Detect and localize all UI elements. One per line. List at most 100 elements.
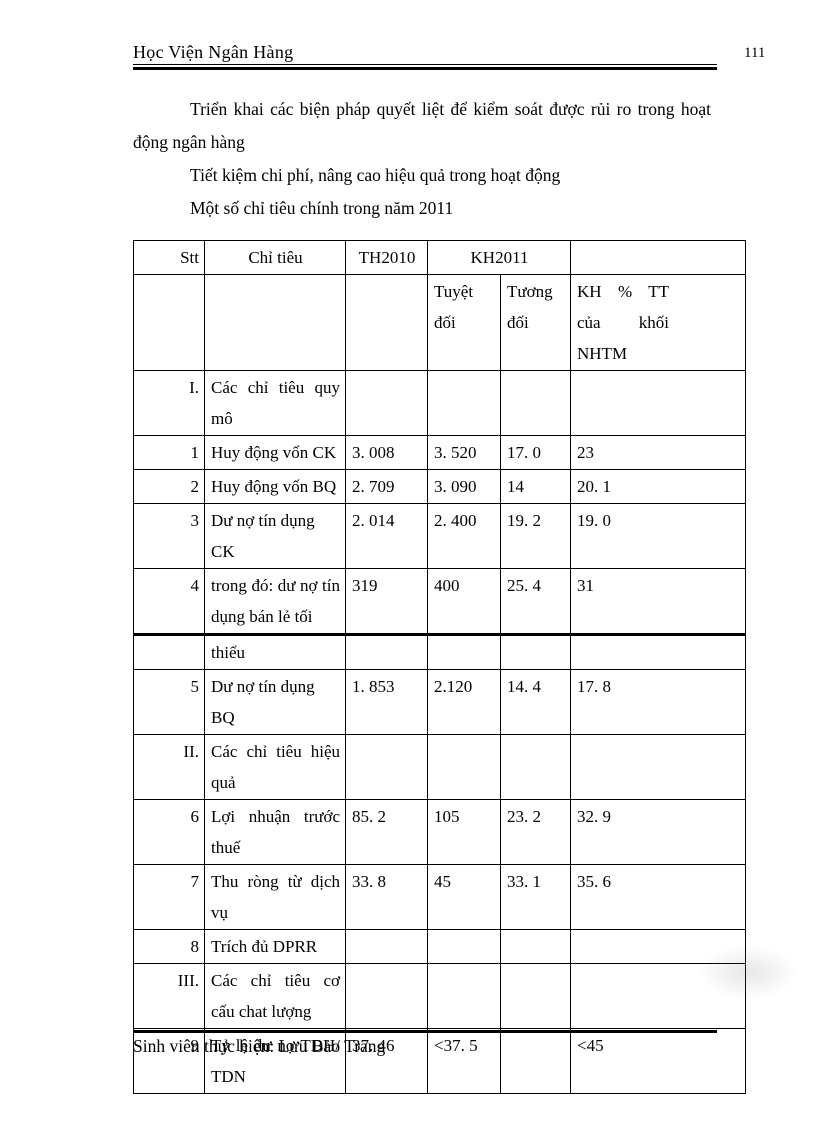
table-cell-kh-tt	[570, 963, 746, 1029]
table-row-2: 2 Huy động vốn BQ 2. 709 3. 090 14 20. 1	[133, 469, 746, 504]
table-cell-stt: 5	[133, 669, 205, 735]
table-cell-kh-tt: 17. 8	[570, 669, 746, 735]
header-cell-empty	[570, 240, 746, 275]
table-cell-chi-tieu: Thu ròng từ dịch vụ	[204, 864, 346, 930]
table-row-4-continuation: thiểu	[133, 633, 746, 670]
table-row-4: 4 trong đó: dư nợ tín dụng bán lẻ tối 31…	[133, 568, 746, 635]
table-cell-stt: 7	[133, 864, 205, 930]
page-header: Học Viện Ngân Hàng	[133, 42, 717, 70]
header-cell-stt: Stt	[133, 240, 205, 275]
table-cell-tuyet-doi: 2. 400	[427, 503, 501, 569]
table-cell-tuyet-doi	[427, 963, 501, 1029]
table-cell-tuong-doi: 19. 2	[500, 503, 571, 569]
table-cell-th2010: 37. 46	[345, 1028, 428, 1094]
table-cell-tuong-doi	[500, 929, 571, 964]
header-cell-empty	[345, 274, 428, 371]
table-cell-tuong-doi: 33. 1	[500, 864, 571, 930]
header-cell-kh-tt-text: KH % TT của khối NHTM	[577, 282, 669, 363]
header-rule-thin	[133, 64, 717, 65]
footer-text: Sinh viên thực hiện: Lưu Bảo Trang	[133, 1036, 386, 1056]
table-cell-stt: II.	[133, 734, 205, 800]
header-cell-empty	[204, 274, 346, 371]
table-cell-tuong-doi	[500, 370, 571, 436]
table-cell-tuong-doi: 23. 2	[500, 799, 571, 865]
indicators-table: Stt Chỉ tiêu TH2010 KH2011 Tuyệt đối Tươ…	[133, 240, 746, 1094]
table-cell-stt: III.	[133, 963, 205, 1029]
table-row-section-i: I. Các chỉ tiêu quy mô	[133, 370, 746, 436]
table-cell-kh-tt	[570, 370, 746, 436]
table-row-6: 6 Lợi nhuận trước thuế 85. 2 105 23. 2 3…	[133, 799, 746, 865]
table-cell-kh-tt: 35. 6	[570, 864, 746, 930]
table-cell-th2010	[345, 633, 428, 670]
header-cell-th2010: TH2010	[345, 240, 428, 275]
table-cell-th2010	[345, 734, 428, 800]
page-number: 111	[744, 45, 766, 61]
table-row-section-ii: II. Các chỉ tiêu hiệu quả	[133, 734, 746, 800]
header-cell-chi-tieu: Chỉ tiêu	[204, 240, 346, 275]
table-cell-kh-tt: 31	[570, 568, 746, 635]
table-cell-th2010: 319	[345, 568, 428, 635]
table-header-row-2: Tuyệt đối Tương đối KH % TT của khối NHT…	[133, 274, 746, 371]
table-cell-tuong-doi: 17. 0	[500, 435, 571, 470]
table-row-9: 9 Tỷ lệ dư nợ TDH/ TDN 37. 46 <37. 5 <45	[133, 1028, 746, 1094]
header-rule-thick	[133, 67, 717, 70]
footer-rule	[133, 1030, 717, 1033]
table-cell-tuyet-doi	[427, 929, 501, 964]
header-cell-tuyet-doi: Tuyệt đối	[427, 274, 501, 371]
table-cell-th2010	[345, 929, 428, 964]
indicators-table-body: Stt Chỉ tiêu TH2010 KH2011 Tuyệt đối Tươ…	[133, 240, 746, 1094]
header-cell-empty	[133, 274, 205, 371]
table-cell-tuong-doi: 14	[500, 469, 571, 504]
table-cell-chi-tieu: Dư nợ tín dụng CK	[204, 503, 346, 569]
table-cell-tuong-doi: 25. 4	[500, 568, 571, 635]
table-cell-th2010	[345, 963, 428, 1029]
paragraph-risk-control: Triển khai các biện pháp quyết liệt để k…	[133, 99, 711, 152]
table-cell-tuyet-doi	[427, 370, 501, 436]
table-cell-chi-tieu: Lợi nhuận trước thuế	[204, 799, 346, 865]
table-cell-th2010	[345, 370, 428, 436]
table-cell-stt: 3	[133, 503, 205, 569]
table-cell-kh-tt: 20. 1	[570, 469, 746, 504]
table-cell-th2010: 33. 8	[345, 864, 428, 930]
table-row-8: 8 Trích đủ DPRR	[133, 929, 746, 964]
table-row-1: 1 Huy động vốn CK 3. 008 3. 520 17. 0 23	[133, 435, 746, 470]
table-row-7: 7 Thu ròng từ dịch vụ 33. 8 45 33. 1 35.…	[133, 864, 746, 930]
header-cell-kh-tt: KH % TT của khối NHTM	[570, 274, 746, 371]
table-cell-kh-tt: 32. 9	[570, 799, 746, 865]
table-cell-tuyet-doi: 2.120	[427, 669, 501, 735]
table-cell-kh-tt: 19. 0	[570, 503, 746, 569]
header-cell-kh2011: KH2011	[427, 240, 571, 275]
table-row-section-iii: III. Các chỉ tiêu cơ cấu chat lượng	[133, 963, 746, 1029]
table-cell-th2010: 3. 008	[345, 435, 428, 470]
table-cell-stt: 8	[133, 929, 205, 964]
table-cell-th2010: 85. 2	[345, 799, 428, 865]
paragraph-cost-saving: Tiết kiệm chi phí, nâng cao hiệu quả tro…	[190, 165, 561, 185]
table-cell-chi-tieu: trong đó: dư nợ tín dụng bán lẻ tối	[204, 568, 346, 635]
table-cell-stt	[133, 633, 205, 670]
table-cell-tuyet-doi: 105	[427, 799, 501, 865]
table-cell-tuong-doi	[500, 633, 571, 670]
table-cell-tuong-doi	[500, 963, 571, 1029]
paragraph-indicators-intro: Một số chỉ tiêu chính trong năm 2011	[190, 198, 454, 218]
table-cell-chi-tieu: Dư nợ tín dụng BQ	[204, 669, 346, 735]
table-header-row-1: Stt Chỉ tiêu TH2010 KH2011	[133, 240, 746, 275]
table-cell-chi-tieu: Các chỉ tiêu hiệu quả	[204, 734, 346, 800]
table-cell-chi-tieu: Huy động vốn CK	[204, 435, 346, 470]
table-cell-tuyet-doi: 3. 090	[427, 469, 501, 504]
table-cell-stt: 2	[133, 469, 205, 504]
table-cell-tuong-doi	[500, 734, 571, 800]
table-cell-tuyet-doi: 3. 520	[427, 435, 501, 470]
table-cell-th2010: 2. 709	[345, 469, 428, 504]
table-cell-tuong-doi	[500, 1028, 571, 1094]
page-title: Học Viện Ngân Hàng	[133, 42, 294, 62]
table-cell-chi-tieu: Các chỉ tiêu cơ cấu chat lượng	[204, 963, 346, 1029]
table-cell-tuong-doi: 14. 4	[500, 669, 571, 735]
table-cell-stt: 1	[133, 435, 205, 470]
table-cell-th2010: 2. 014	[345, 503, 428, 569]
table-cell-tuyet-doi	[427, 734, 501, 800]
table-cell-stt: I.	[133, 370, 205, 436]
table-cell-tuyet-doi	[427, 633, 501, 670]
table-cell-kh-tt: <45	[570, 1028, 746, 1094]
table-row-5: 5 Dư nợ tín dụng BQ 1. 853 2.120 14. 4 1…	[133, 669, 746, 735]
table-cell-chi-tieu: Huy động vốn BQ	[204, 469, 346, 504]
